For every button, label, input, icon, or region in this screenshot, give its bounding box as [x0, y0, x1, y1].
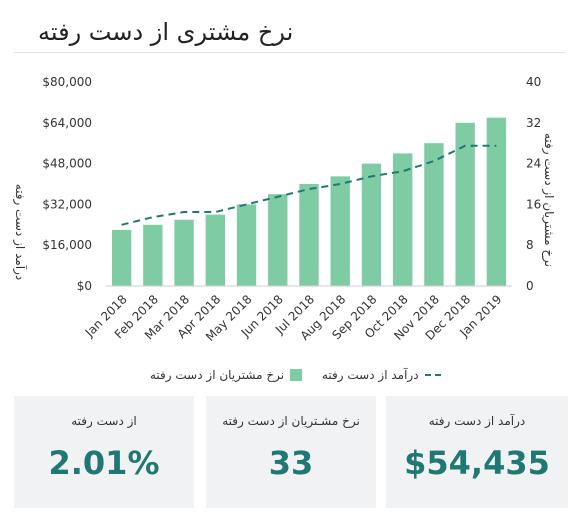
page-title: نرخ مشتری از دست رفته: [38, 18, 294, 46]
kpi-card-revenue: درآمد از دست رفته $54,435: [386, 396, 568, 508]
legend-bar-label: نرخ مشتریان از دست رفته: [150, 368, 285, 382]
left-tick-label: $48,000: [42, 157, 92, 171]
kpi-card-customers: نرخ مشـتریان از دست رفته 33: [206, 396, 376, 508]
chart-legend: نرخ مشتریان از دست رفته درآمد از دست رفت…: [0, 364, 582, 386]
kpi-value: $54,435: [404, 444, 550, 482]
kpi-label: از دست رفته: [71, 414, 137, 428]
bar: [268, 194, 288, 286]
kpi-card-rate: از دست رفته 2.01%: [14, 396, 194, 508]
kpi-value: 33: [268, 444, 314, 482]
legend-bar-swatch: [290, 369, 303, 381]
bar: [111, 229, 132, 286]
bar: [299, 184, 319, 286]
bar: [455, 122, 475, 286]
legend-item-bar: نرخ مشتریان از دست رفته: [150, 368, 303, 382]
combo-chart: $0 $16,000 $32,000 $48,000 $64,000 $80,000 0 8 1…: [42, 75, 541, 344]
kpi-value: 2.01%: [48, 444, 160, 482]
kpi-label: درآمد از دست رفته: [428, 414, 526, 428]
legend-line-label: درآمد از دست رفته: [322, 368, 419, 382]
right-tick-label: 40: [526, 75, 541, 89]
legend-line-swatch: [424, 374, 441, 376]
right-tick-label: 16: [526, 197, 541, 211]
bar: [486, 117, 507, 286]
kpi-cards: از دست رفته 2.01% نرخ مشـتریان از دست رف…: [14, 396, 568, 508]
bar: [361, 163, 382, 286]
right-tick-label: 8: [526, 238, 534, 252]
left-tick-label: $16,000: [42, 238, 92, 252]
bar: [393, 153, 413, 286]
right-tick-label: 24: [526, 157, 541, 171]
right-tick-label: 32: [526, 116, 541, 130]
bar: [330, 176, 350, 286]
legend-item-line: درآمد از دست رفته: [322, 368, 441, 382]
left-axis-title: درآمد از دست رفته: [13, 183, 27, 281]
right-axis-title: نرخ مشتریان از دست رفته: [542, 132, 556, 268]
bar: [205, 214, 225, 286]
left-tick-label: $80,000: [42, 75, 92, 89]
left-tick-label: $0: [77, 279, 92, 293]
left-tick-label: $64,000: [42, 116, 92, 130]
bar: [236, 204, 257, 286]
bar: [424, 143, 444, 286]
bar: [174, 219, 194, 286]
title-bar: نرخ مشتری از دست رفته: [14, 12, 566, 53]
bar: [143, 224, 163, 286]
left-tick-label: $32,000: [42, 197, 92, 211]
kpi-label: نرخ مشـتریان از دست رفته: [222, 414, 360, 428]
right-tick-label: 0: [526, 279, 534, 293]
line-series: [121, 144, 497, 226]
